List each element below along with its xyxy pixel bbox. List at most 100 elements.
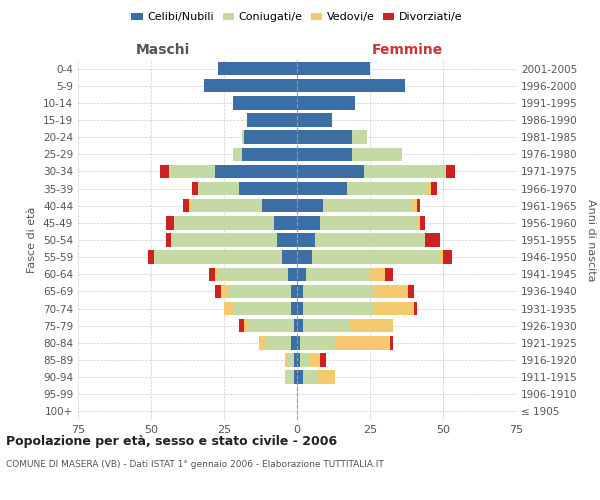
Bar [259, 336, 265, 349]
Bar [294, 370, 297, 384]
Bar [283, 250, 297, 264]
Bar [286, 370, 294, 384]
Bar [320, 354, 326, 366]
Bar [172, 234, 277, 246]
Bar [166, 216, 175, 230]
Bar [297, 354, 300, 366]
Bar [239, 182, 297, 196]
Bar [166, 234, 172, 246]
Bar [215, 164, 297, 178]
Bar [306, 268, 370, 281]
Bar [303, 370, 317, 384]
Bar [221, 284, 227, 298]
Bar [408, 284, 414, 298]
Bar [417, 216, 419, 230]
Bar [323, 199, 411, 212]
Bar [352, 148, 402, 161]
Bar [233, 96, 297, 110]
Bar [224, 302, 233, 316]
Bar [443, 250, 452, 264]
Bar [373, 302, 414, 316]
Bar [370, 268, 385, 281]
Bar [242, 130, 244, 144]
Bar [244, 130, 297, 144]
Bar [425, 234, 440, 246]
Bar [385, 268, 394, 281]
Bar [347, 182, 428, 196]
Bar [391, 336, 394, 349]
Bar [303, 302, 373, 316]
Bar [198, 182, 239, 196]
Bar [314, 234, 425, 246]
Bar [218, 268, 288, 281]
Bar [297, 79, 405, 92]
Bar [294, 354, 297, 366]
Bar [233, 148, 242, 161]
Bar [286, 354, 288, 366]
Bar [297, 302, 303, 316]
Bar [288, 354, 294, 366]
Bar [294, 319, 297, 332]
Bar [154, 250, 283, 264]
Bar [303, 284, 373, 298]
Bar [352, 130, 367, 144]
Bar [192, 182, 198, 196]
Bar [209, 268, 215, 281]
Bar [297, 182, 347, 196]
Bar [215, 284, 221, 298]
Text: Popolazione per età, sesso e stato civile - 2006: Popolazione per età, sesso e stato civil… [6, 435, 337, 448]
Text: COMUNE DI MASERA (VB) - Dati ISTAT 1° gennaio 2006 - Elaborazione TUTTITALIA.IT: COMUNE DI MASERA (VB) - Dati ISTAT 1° ge… [6, 460, 384, 469]
Bar [297, 199, 323, 212]
Bar [297, 284, 303, 298]
Bar [265, 336, 291, 349]
Bar [320, 216, 417, 230]
Bar [291, 284, 297, 298]
Bar [242, 148, 297, 161]
Bar [297, 268, 306, 281]
Bar [297, 114, 332, 126]
Bar [300, 354, 308, 366]
Bar [297, 148, 352, 161]
Bar [247, 319, 294, 332]
Bar [373, 284, 408, 298]
Bar [419, 216, 425, 230]
Bar [446, 164, 455, 178]
Bar [297, 96, 355, 110]
Bar [239, 319, 244, 332]
Bar [317, 370, 335, 384]
Legend: Celibi/Nubili, Coniugati/e, Vedovi/e, Divorziati/e: Celibi/Nubili, Coniugati/e, Vedovi/e, Di… [127, 8, 467, 27]
Bar [169, 164, 215, 178]
Y-axis label: Fasce di età: Fasce di età [28, 207, 37, 273]
Bar [417, 199, 419, 212]
Bar [148, 250, 154, 264]
Text: Maschi: Maschi [136, 44, 190, 58]
Bar [414, 302, 417, 316]
Bar [428, 182, 431, 196]
Bar [297, 130, 352, 144]
Bar [311, 250, 440, 264]
Bar [297, 319, 303, 332]
Bar [215, 268, 218, 281]
Bar [431, 182, 437, 196]
Bar [288, 268, 297, 281]
Bar [247, 114, 297, 126]
Bar [297, 250, 311, 264]
Bar [218, 62, 297, 76]
Bar [297, 336, 300, 349]
Y-axis label: Anni di nascita: Anni di nascita [586, 198, 596, 281]
Bar [189, 199, 192, 212]
Bar [335, 336, 391, 349]
Bar [277, 234, 297, 246]
Bar [262, 199, 297, 212]
Bar [175, 216, 274, 230]
Bar [233, 302, 291, 316]
Bar [300, 336, 335, 349]
Bar [192, 199, 262, 212]
Text: Femmine: Femmine [371, 44, 443, 58]
Bar [411, 199, 417, 212]
Bar [303, 319, 350, 332]
Bar [350, 319, 394, 332]
Bar [203, 79, 297, 92]
Bar [308, 354, 320, 366]
Bar [291, 302, 297, 316]
